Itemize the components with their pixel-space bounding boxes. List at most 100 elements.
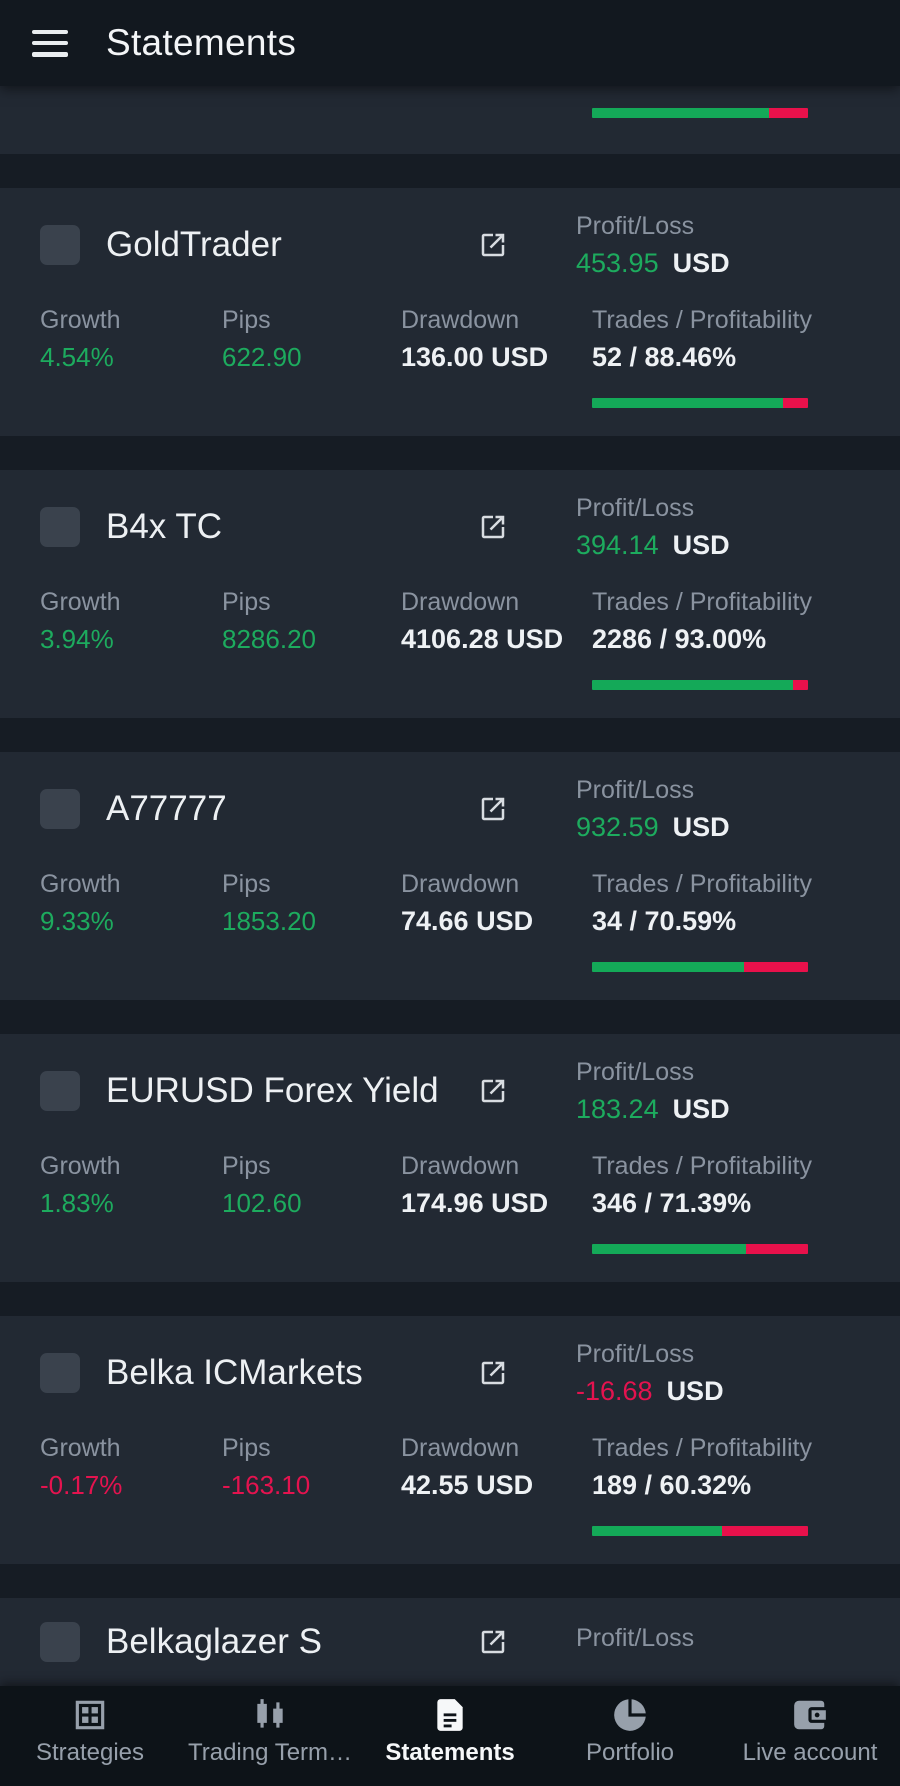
drawdown-stat: Drawdown 74.66 USD: [401, 870, 592, 936]
growth-value: -0.17%: [40, 1470, 123, 1500]
growth-stat: Growth 4.54%: [40, 306, 222, 372]
statement-name: B4x TC: [106, 507, 223, 546]
pips-stat: Pips 102.60: [222, 1152, 401, 1218]
open-external-icon[interactable]: [478, 1358, 508, 1388]
open-external-icon[interactable]: [478, 512, 508, 542]
select-checkbox[interactable]: [40, 789, 80, 829]
profitability-bar: [592, 398, 808, 408]
menu-icon[interactable]: [32, 29, 68, 57]
app-bar: Statements: [0, 0, 900, 86]
profitability-bar: [592, 962, 808, 972]
pips-stat: Pips 1853.20: [222, 870, 401, 936]
statement-card[interactable]: GoldTrader Profit/Loss 453.95 USD Growth…: [0, 188, 900, 436]
drawdown-stat: Drawdown 4106.28 USD: [401, 588, 592, 654]
nav-item-live-account[interactable]: Live account: [720, 1686, 900, 1786]
pips-label: Pips: [222, 1434, 271, 1462]
drawdown-value: 136.00 USD: [401, 342, 549, 372]
growth-value: 4.54%: [40, 342, 114, 372]
profit-loss-block: Profit/Loss 394.14 USD: [576, 494, 860, 560]
growth-label: Growth: [40, 870, 121, 898]
growth-label: Growth: [40, 1152, 121, 1180]
select-checkbox[interactable]: [40, 1071, 80, 1111]
growth-stat: Growth 9.33%: [40, 870, 222, 936]
pips-value: 622.90: [222, 342, 302, 372]
select-checkbox[interactable]: [40, 225, 80, 265]
profit-loss-value: 183.24: [576, 1094, 659, 1124]
nav-label-strategies: Strategies: [35, 1739, 145, 1766]
statement-card[interactable]: Belka ICMarkets Profit/Loss -16.68 USD G…: [0, 1316, 900, 1564]
profit-loss-block: Profit/Loss 453.95 USD: [576, 212, 860, 278]
trades-value: 52 / 88.46%: [592, 342, 737, 372]
trades-label: Trades / Profitability: [592, 1434, 812, 1462]
pips-label: Pips: [222, 588, 271, 616]
statement-card[interactable]: A77777 Profit/Loss 932.59 USD Growth 9.3…: [0, 752, 900, 1000]
growth-value: 1.83%: [40, 1188, 114, 1218]
select-checkbox[interactable]: [40, 1353, 80, 1393]
profit-loss-value: -16.68: [576, 1376, 653, 1406]
drawdown-stat: Drawdown 136.00 USD: [401, 306, 592, 372]
drawdown-value: 174.96 USD: [401, 1188, 549, 1218]
statements-icon: [431, 1696, 469, 1734]
trades-label: Trades / Profitability: [592, 588, 812, 616]
nav-label-portfolio: Portfolio: [585, 1739, 675, 1766]
portfolio-icon: [611, 1696, 649, 1734]
bar-green-segment: [592, 962, 745, 972]
growth-label: Growth: [40, 306, 121, 334]
profit-loss-block: Profit/Loss: [576, 1624, 860, 1660]
pips-value: -163.10: [222, 1470, 311, 1500]
bar-red-segment: [792, 680, 808, 690]
live-account-icon: [791, 1696, 829, 1734]
nav-label-statements: Statements: [385, 1739, 515, 1766]
bar-green-segment: [592, 1244, 747, 1254]
profit-loss-label: Profit/Loss: [576, 1340, 695, 1368]
statement-card[interactable]: EURUSD Forex Yield Profit/Loss 183.24 US…: [0, 1034, 900, 1282]
trades-label: Trades / Profitability: [592, 870, 812, 898]
statement-card[interactable]: B4x TC Profit/Loss 394.14 USD Growth 3.9…: [0, 470, 900, 718]
nav-item-trading-terminals[interactable]: Trading Term…: [180, 1686, 360, 1786]
open-external-icon[interactable]: [478, 1627, 508, 1657]
select-checkbox[interactable]: [40, 1622, 80, 1662]
nav-label-live-account: Live account: [742, 1739, 878, 1766]
profit-loss-label: Profit/Loss: [576, 212, 695, 240]
bar-green-segment: [592, 680, 793, 690]
profit-loss-value: 932.59: [576, 812, 659, 842]
drawdown-label: Drawdown: [401, 306, 520, 334]
trades-stat: Trades / Profitability 2286 / 93.00%: [592, 588, 860, 654]
strategies-icon: [71, 1696, 109, 1734]
nav-item-statements[interactable]: Statements: [360, 1686, 540, 1786]
statement-card-partial[interactable]: [0, 86, 900, 154]
open-external-icon[interactable]: [478, 230, 508, 260]
trades-label: Trades / Profitability: [592, 1152, 812, 1180]
pips-stat: Pips 622.90: [222, 306, 401, 372]
pips-value: 8286.20: [222, 624, 316, 654]
bar-red-segment: [744, 962, 808, 972]
nav-label-trading-terminals: Trading Term…: [187, 1739, 353, 1766]
profit-loss-block: Profit/Loss 183.24 USD: [576, 1058, 860, 1124]
drawdown-label: Drawdown: [401, 588, 520, 616]
statements-list[interactable]: GoldTrader Profit/Loss 453.95 USD Growth…: [0, 86, 900, 1686]
nav-item-strategies[interactable]: Strategies: [0, 1686, 180, 1786]
drawdown-label: Drawdown: [401, 1152, 520, 1180]
pips-value: 1853.20: [222, 906, 316, 936]
open-external-icon[interactable]: [478, 1076, 508, 1106]
profit-loss-currency: USD: [672, 1094, 730, 1124]
profit-loss-label: Profit/Loss: [576, 494, 695, 522]
select-checkbox[interactable]: [40, 507, 80, 547]
profit-loss-value: 394.14: [576, 530, 659, 560]
pips-label: Pips: [222, 870, 271, 898]
growth-value: 3.94%: [40, 624, 114, 654]
profit-loss-label: Profit/Loss: [576, 1624, 695, 1652]
drawdown-stat: Drawdown 42.55 USD: [401, 1434, 592, 1500]
statement-card[interactable]: Belkaglazer S Profit/Loss Growth Pips: [0, 1598, 900, 1686]
drawdown-value: 74.66 USD: [401, 906, 534, 936]
trades-stat: Trades / Profitability 189 / 60.32%: [592, 1434, 860, 1500]
profitability-bar: [592, 1244, 808, 1254]
bar-red-segment: [722, 1526, 808, 1536]
profit-loss-currency: USD: [672, 530, 730, 560]
growth-label: Growth: [40, 588, 121, 616]
profit-loss-value: 453.95: [576, 248, 659, 278]
pips-label: Pips: [222, 1152, 271, 1180]
open-external-icon[interactable]: [478, 794, 508, 824]
nav-item-portfolio[interactable]: Portfolio: [540, 1686, 720, 1786]
page-title: Statements: [106, 22, 297, 63]
